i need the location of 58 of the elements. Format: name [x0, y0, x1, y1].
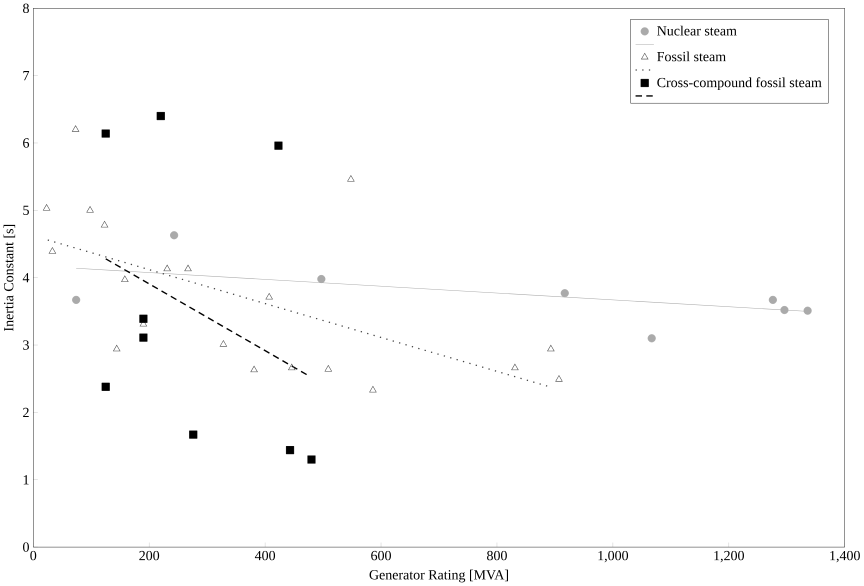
point [648, 334, 656, 342]
point [184, 264, 192, 272]
point [113, 344, 120, 352]
point [804, 306, 812, 315]
point [555, 375, 563, 382]
y-tick-label: 8 [23, 4, 29, 13]
point [780, 306, 789, 314]
point [511, 364, 519, 370]
y-tick-label: 7 [23, 71, 30, 80]
x-tick-label: 1,200 [714, 550, 744, 562]
point [42, 204, 50, 211]
x-tick-label: 200 [139, 550, 160, 560]
y-axis-title: Inertia Constant [s] [4, 224, 16, 332]
point [86, 206, 94, 213]
x-tick-label: 1,400 [830, 550, 860, 562]
point [170, 231, 178, 240]
y-tick-label: 0 [23, 542, 29, 552]
point [102, 382, 110, 391]
y-tick-label: 3 [23, 340, 29, 350]
point [768, 296, 777, 304]
point [317, 274, 326, 284]
y-tick-label: 6 [23, 138, 30, 148]
point [48, 247, 56, 254]
point [102, 129, 110, 138]
point [139, 314, 148, 323]
x-tick-label: 0 [30, 550, 36, 560]
x-tick-label: 400 [254, 550, 276, 560]
x-tick-label: 800 [487, 550, 507, 560]
point [286, 446, 294, 454]
point [369, 386, 377, 392]
point [547, 344, 554, 352]
point [139, 334, 148, 342]
y-tick-label: 4 [22, 273, 30, 282]
point [560, 289, 569, 298]
x-tick-label: 600 [371, 550, 391, 560]
point [189, 430, 198, 439]
y-tick-label: 5 [23, 206, 29, 215]
legend-label: Cross-compound fossil steam [657, 77, 822, 90]
point [250, 366, 258, 372]
point [220, 340, 227, 347]
x-axis-title: Generator Rating [MVA] [370, 570, 508, 582]
point [288, 364, 296, 370]
point [347, 175, 355, 182]
point [266, 293, 273, 300]
point [72, 296, 80, 304]
legend-label: Fossil steam [657, 52, 726, 62]
point [121, 276, 128, 282]
point [307, 455, 316, 464]
point [164, 264, 171, 272]
point [100, 221, 108, 228]
point [324, 365, 332, 372]
y-tick-label: 2 [23, 408, 29, 418]
point [274, 142, 283, 150]
y-tick-label: 1 [24, 475, 29, 484]
point [72, 125, 80, 132]
x-tick-label: 1,000 [598, 550, 628, 562]
legend-label: Nuclear steam [657, 26, 737, 36]
point [156, 112, 165, 120]
